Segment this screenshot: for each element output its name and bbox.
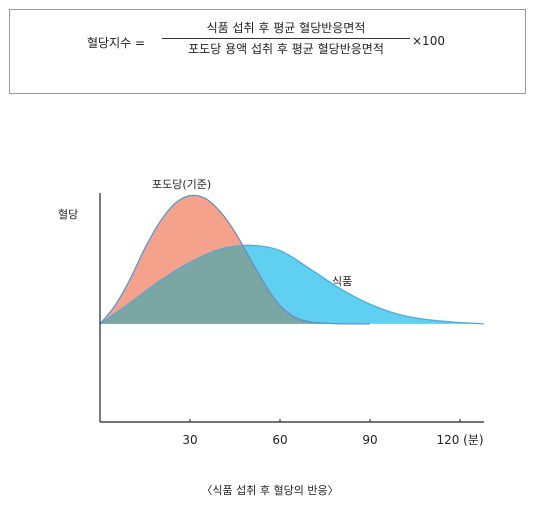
series-glucose-line: [99, 194, 370, 325]
formula-rhs: ×100: [412, 34, 445, 48]
formula-fraction-line: [162, 38, 410, 39]
formula-box: [9, 9, 526, 94]
x-tick-label: 90: [362, 433, 377, 447]
formula-numerator: 식품 섭취 후 평균 혈당반응면적: [206, 21, 366, 35]
formula-denominator: 포도당 용액 섭취 후 평균 혈당반응면적: [188, 42, 384, 56]
x-tick-label: 120 (분): [436, 433, 483, 447]
x-ticks: 30 60 90 120 (분): [182, 419, 484, 447]
formula-fraction: 식품 섭취 후 평균 혈당반응면적 포도당 용액 섭취 후 평균 혈당반응면적: [162, 20, 410, 58]
series-glucose-label: 포도당(기준): [152, 178, 211, 191]
y-axis-label: 혈당: [58, 207, 78, 221]
chart-caption: 〈식품 섭취 후 혈당의 반응〉: [201, 483, 338, 497]
series-food-line: [99, 244, 485, 325]
x-tick-label: 30: [182, 433, 197, 447]
series-food-label: 식품: [332, 275, 352, 288]
x-tick-label: 60: [272, 433, 287, 447]
formula-lhs: 혈당지수 =: [87, 36, 146, 50]
